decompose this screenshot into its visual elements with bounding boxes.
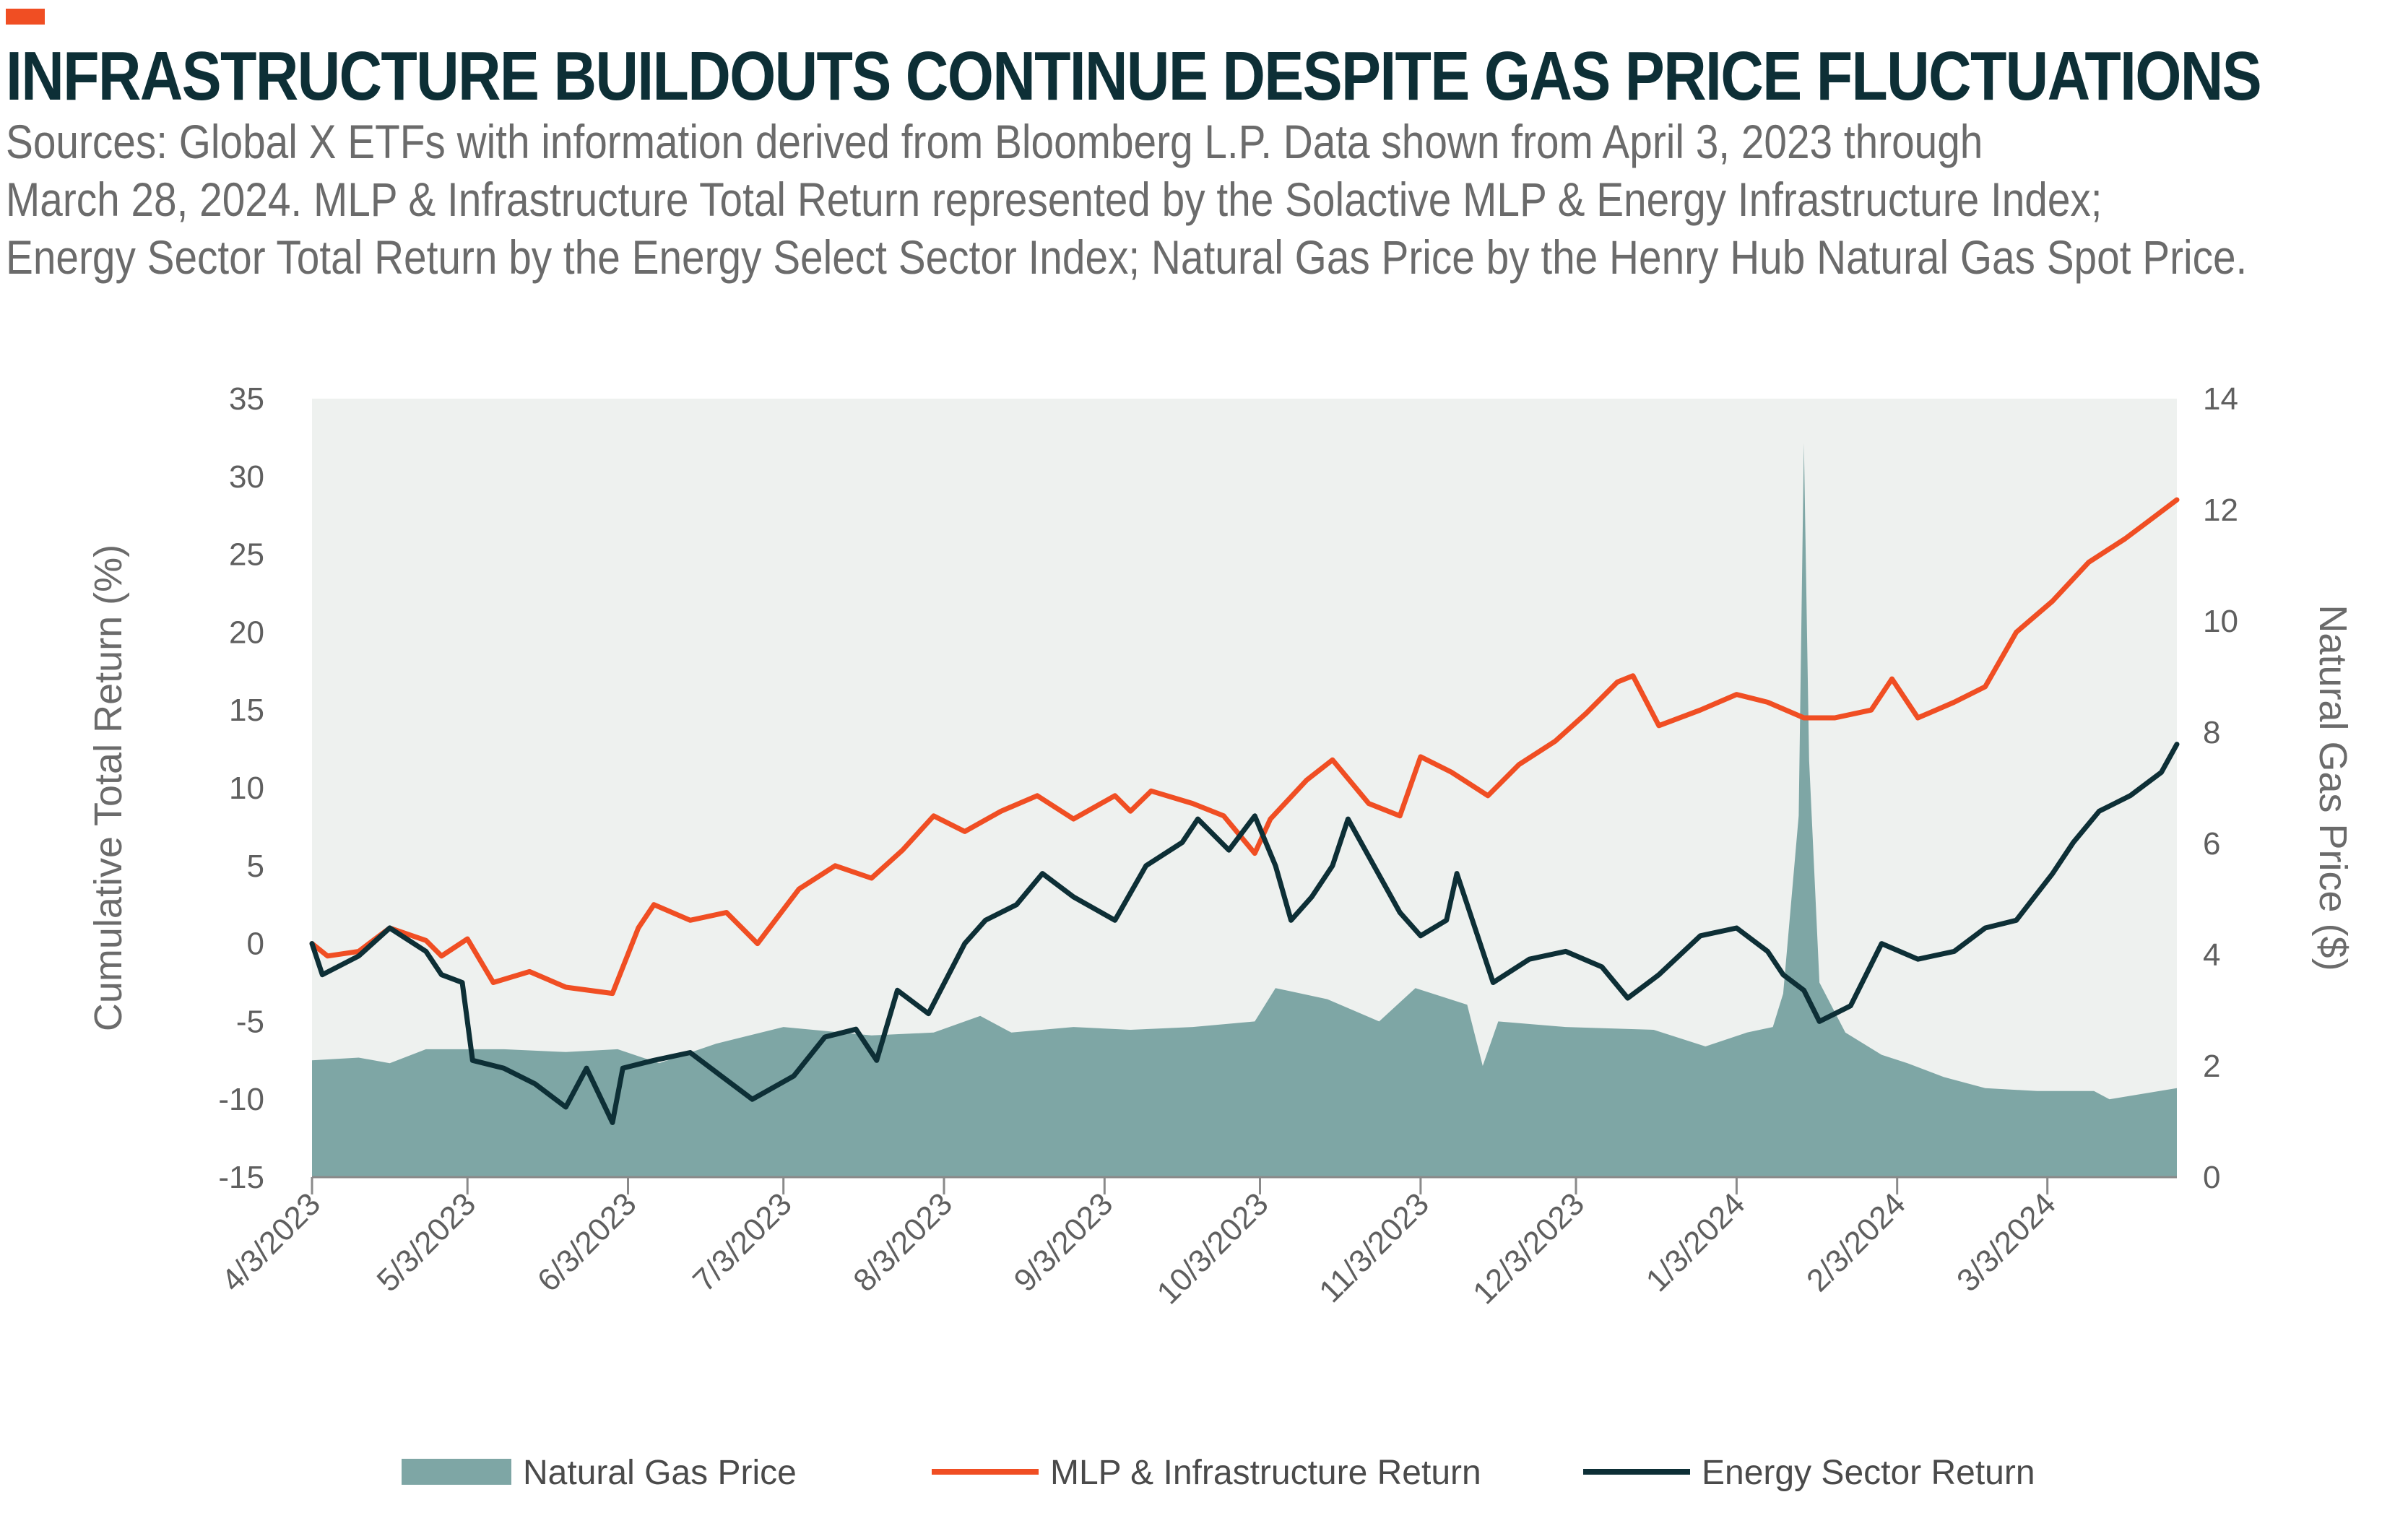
y-tick-label-left: 15 — [229, 693, 264, 728]
chart-subtitle: Sources: Global X ETFs with information … — [6, 113, 2404, 286]
x-axis: 4/3/2023 5/3/2023 6/3/2023 7/3/2023 8/3/2023… — [215, 1176, 2177, 1311]
x-tick-label: 3/3/2024 — [1950, 1186, 2063, 1298]
y-axis-right: 14 12 10 8 6 4 2 0 — [2203, 381, 2238, 1195]
series-area-natural-gas — [312, 443, 2177, 1177]
legend: Natural Gas Price MLP & Infrastructure R… — [402, 1454, 2035, 1492]
y-tick-label-right: 6 — [2203, 826, 2220, 862]
x-tick-label: 7/3/2023 — [686, 1186, 799, 1298]
y-tick-label-left: 5 — [247, 849, 264, 884]
y-tick-label-right: 10 — [2203, 604, 2238, 639]
y-tick-label-right: 12 — [2203, 493, 2238, 528]
x-tick-label: 1/3/2024 — [1640, 1186, 1752, 1298]
y-tick-label-left: 25 — [229, 537, 264, 573]
x-tick-label: 8/3/2023 — [846, 1186, 959, 1298]
x-tick-label: 11/3/2023 — [1312, 1186, 1436, 1309]
y-tick-label-left: -15 — [218, 1160, 264, 1195]
series-layer — [309, 443, 2180, 1177]
y-tick-label-left: 0 — [247, 927, 264, 962]
x-tick-label: 4/3/2023 — [215, 1186, 327, 1298]
legend-label-energy: Energy Sector Return — [1702, 1454, 2035, 1492]
x-tick-label: 12/3/2023 — [1466, 1186, 1591, 1311]
legend-label-natural-gas: Natural Gas Price — [523, 1454, 797, 1492]
y-tick-label-left: -10 — [218, 1082, 264, 1117]
y-tick-label-left: -5 — [236, 1004, 264, 1039]
x-tick-label: 5/3/2023 — [371, 1186, 483, 1298]
y-axis-left: 35 30 25 20 15 10 5 0 -5 -10 -15 — [218, 381, 264, 1195]
x-tick-label: 6/3/2023 — [531, 1186, 644, 1298]
y-tick-label-right: 0 — [2203, 1160, 2220, 1195]
x-tick-label: 2/3/2024 — [1800, 1186, 1913, 1298]
subtitle-line: March 28, 2024. MLP & Infrastructure Tot… — [6, 173, 2102, 226]
x-tick-label: 10/3/2023 — [1151, 1186, 1276, 1311]
legend-swatch-natural-gas — [402, 1459, 511, 1485]
y-tick-label-left: 30 — [229, 459, 264, 495]
y-tick-label-right: 2 — [2203, 1049, 2220, 1084]
y-tick-label-right: 8 — [2203, 715, 2220, 750]
chart-title: INFRASTRUCTURE BUILDOUTS CONTINUE DESPIT… — [6, 38, 2262, 115]
y-tick-label-right: 14 — [2203, 381, 2238, 417]
subtitle-line: Sources: Global X ETFs with information … — [6, 115, 1983, 168]
y-tick-label-right: 4 — [2203, 937, 2220, 973]
y-tick-label-left: 20 — [229, 615, 264, 650]
y-tick-label-left: 35 — [229, 381, 264, 417]
x-tick-label: 9/3/2023 — [1008, 1186, 1120, 1298]
subtitle-line: Energy Sector Total Return by the Energy… — [6, 230, 2248, 284]
y-tick-label-left: 10 — [229, 771, 264, 806]
legend-label-mlp: MLP & Infrastructure Return — [1050, 1454, 1481, 1492]
accent-bar — [6, 9, 45, 25]
y-axis-right-title: Natural Gas Price ($) — [2311, 604, 2355, 971]
y-axis-left-title: Cumulative Total Return (%) — [87, 545, 130, 1031]
series-line-energy — [309, 742, 2180, 1125]
series-line-mlp — [309, 497, 2180, 997]
